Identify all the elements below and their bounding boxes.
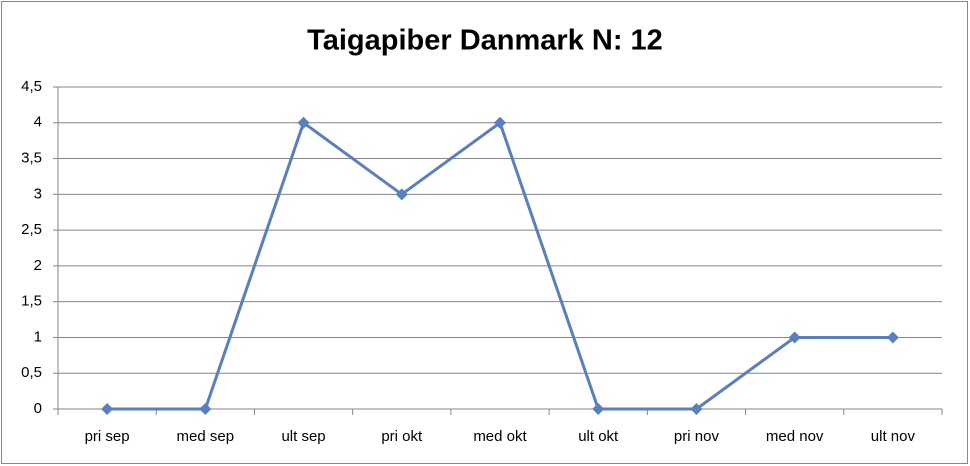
x-tick-label: pri okt [381, 428, 423, 445]
y-tick-label: 2,5 [21, 221, 42, 238]
data-point [690, 403, 703, 415]
x-tick-label: pri sep [85, 428, 130, 445]
y-tick-label: 3 [34, 185, 42, 202]
x-tick-label: ult sep [281, 428, 325, 445]
x-tick-label: ult okt [578, 428, 619, 445]
x-tick-label: med okt [473, 428, 527, 445]
y-tick-label: 0,5 [21, 364, 42, 381]
x-tick-label: med nov [766, 428, 824, 445]
data-point [592, 403, 605, 415]
y-tick-label: 4 [34, 114, 42, 131]
y-tick-label: 1,5 [21, 293, 42, 310]
y-tick-label: 3,5 [21, 150, 42, 167]
data-point [101, 403, 114, 415]
x-tick-label: med sep [177, 428, 235, 445]
data-point [297, 116, 310, 129]
data-point [494, 116, 506, 129]
y-tick-label: 1 [34, 328, 42, 345]
data-point [395, 188, 408, 201]
data-point [788, 331, 801, 344]
y-tick-label: 0 [34, 400, 42, 417]
data-point [886, 331, 899, 344]
chart-title: Taigapiber Danmark N: 12 [307, 25, 663, 57]
y-tick-label: 2 [34, 257, 42, 274]
x-tick-label: ult nov [871, 428, 916, 445]
data-point [199, 403, 212, 415]
x-tick-label: pri nov [674, 428, 720, 445]
y-tick-label: 4,5 [21, 78, 42, 95]
